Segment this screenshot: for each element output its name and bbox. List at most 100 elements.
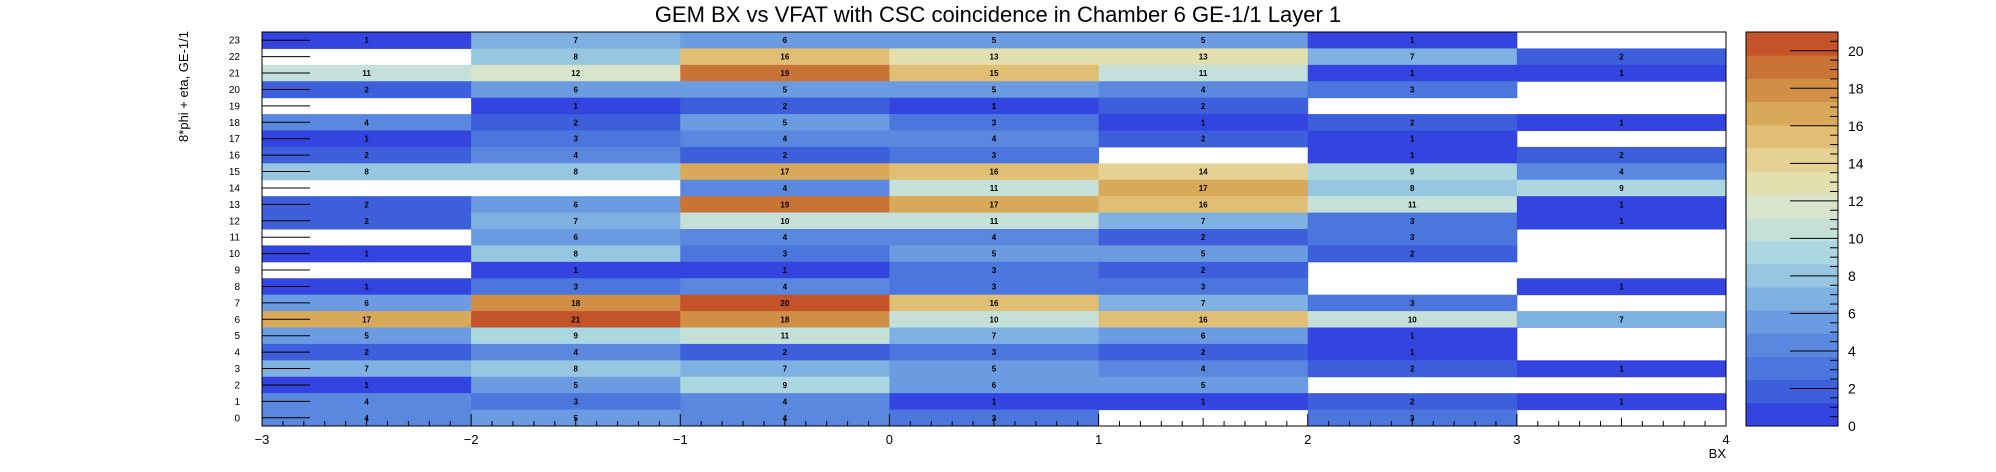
y-tick-label: 20 (229, 85, 241, 96)
cell-value-label: 17 (362, 315, 371, 324)
colorbar: 0 2 4 6 8 10 12 14 16 18 20 (1745, 31, 1864, 434)
cell-value-label: 16 (1199, 200, 1208, 209)
y-tick-label: 9 (234, 266, 240, 277)
cell-value-label: 5 (573, 381, 578, 390)
cell-value-label: 2 (1410, 397, 1415, 406)
heatmap-cell (680, 146, 890, 164)
cell-value-label: 1 (1410, 36, 1415, 45)
colorbar-segment (1746, 240, 1838, 265)
heatmap-cell (262, 130, 472, 148)
cell-value-label: 11 (990, 184, 999, 193)
heatmap-cell (1307, 32, 1518, 49)
cell-value-label: 8 (364, 168, 369, 177)
heatmap-cell (262, 32, 472, 49)
cell-value-label: 3 (573, 282, 578, 291)
cell-value-label: 4 (1201, 365, 1206, 374)
cell-value-label: 1 (1410, 151, 1415, 160)
cell-value-label: 2 (1410, 365, 1415, 374)
heatmap-cell (1307, 81, 1518, 99)
cell-value-label: 19 (780, 200, 789, 209)
heatmap-cell (889, 229, 1100, 246)
heatmap-cell (680, 327, 890, 345)
heatmap-cell (1098, 114, 1309, 131)
cell-value-label: 3 (1410, 85, 1415, 94)
cell-value-label: 2 (364, 348, 369, 357)
cell-value-label: 3 (992, 118, 997, 127)
cell-value-label: 8 (573, 250, 578, 259)
cell-value-label: 2 (1619, 53, 1624, 62)
heatmap-cell (889, 261, 1100, 279)
cell-value-label: 5 (992, 36, 997, 45)
heatmap-cell (889, 343, 1100, 361)
heatmap-cell (1307, 229, 1518, 246)
cell-value-label: 16 (990, 168, 999, 177)
heatmap-cell (889, 32, 1100, 49)
x-tick-label: 0 (886, 432, 893, 447)
heatmap-cell (680, 163, 890, 181)
cell-value-label: 7 (1619, 315, 1624, 324)
heatmap-cell (889, 179, 1100, 197)
cell-value-label: 2 (364, 200, 369, 209)
cell-value-label: 17 (990, 200, 999, 209)
cell-value-label: 2 (573, 118, 578, 127)
cell-value-label: 6 (364, 299, 369, 308)
heatmap-cell (680, 196, 890, 214)
cell-value-label: 4 (783, 233, 788, 242)
cell-value-label: 9 (1410, 168, 1415, 177)
cell-value-label: 4 (364, 118, 369, 127)
cell-value-label: 3 (783, 250, 788, 259)
heatmap-cell (1516, 64, 1727, 82)
heatmap-cell (1307, 64, 1518, 82)
heatmap-cell (471, 294, 681, 312)
heatmap-cell (1307, 343, 1518, 361)
cell-value-label: 3 (573, 397, 578, 406)
cell-value-label: 13 (1199, 53, 1208, 62)
heatmap-cell (471, 343, 681, 361)
cell-value-label: 1 (364, 36, 369, 45)
cell-value-label: 4 (783, 282, 788, 291)
cell-value-label: 1 (1619, 282, 1624, 291)
y-tick-label: 0 (234, 413, 240, 424)
heatmap-cell (262, 81, 472, 99)
heatmap-cell (471, 376, 681, 394)
cell-value-label: 10 (1408, 315, 1417, 324)
cell-value-label: 7 (573, 36, 578, 45)
y-tick-label: 19 (229, 101, 241, 112)
heatmap-cell (1307, 294, 1518, 312)
heatmap-cell (1307, 130, 1518, 148)
heatmap-cell (1307, 196, 1518, 214)
heatmap-cell (1516, 163, 1727, 181)
colorbar-segment (1746, 379, 1838, 404)
y-tick-label: 12 (229, 216, 241, 227)
heatmap-cell (1098, 32, 1309, 49)
heatmap-cell (1307, 327, 1518, 345)
heatmap-cell (1098, 163, 1309, 181)
heatmap-cell (889, 376, 1100, 394)
heatmap-cell (1098, 130, 1309, 148)
heatmap-cell (889, 196, 1100, 214)
colorbar-segment (1746, 124, 1838, 149)
cell-value-label: 2 (783, 102, 788, 111)
cell-value-label: 1 (992, 397, 997, 406)
heatmap-cell (1307, 245, 1518, 263)
cell-value-label: 7 (783, 365, 788, 374)
cell-value-label: 1 (573, 266, 578, 275)
heatmap-cell (471, 278, 681, 296)
heatmap-cell (680, 261, 890, 279)
cell-value-label: 8 (1410, 184, 1415, 193)
y-tick-label: 2 (234, 380, 240, 391)
heatmap-cell (262, 278, 472, 296)
colorbar-tick-label: 6 (1848, 305, 1856, 321)
cell-value-label: 4 (1619, 168, 1624, 177)
y-tick-label: 6 (234, 315, 240, 326)
heatmap-cell (889, 163, 1100, 181)
cell-value-label: 2 (1201, 233, 1206, 242)
heatmap-cell (680, 294, 890, 312)
heatmap-cell (680, 97, 890, 115)
cell-value-label: 4 (783, 397, 788, 406)
heatmap-cell (1516, 360, 1727, 378)
cell-value-label: 11 (990, 217, 999, 226)
heatmap-cell (471, 64, 681, 82)
colorbar-tick-label: 10 (1848, 230, 1864, 246)
cell-value-label: 9 (573, 332, 578, 341)
